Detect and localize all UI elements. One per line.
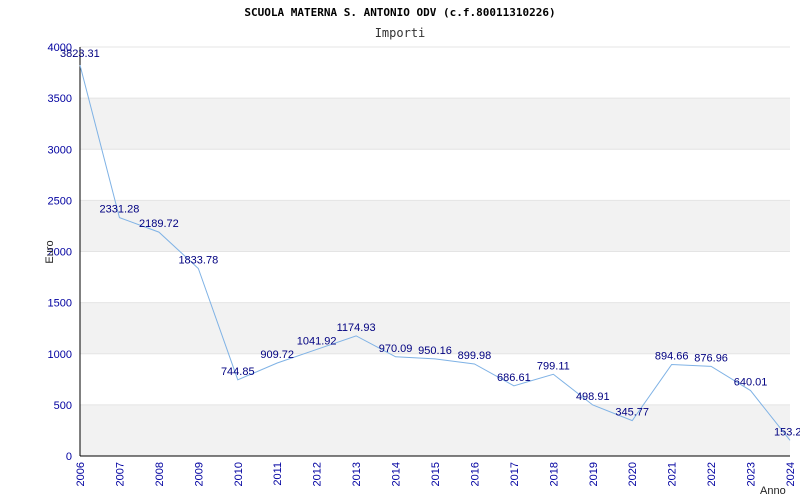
data-label: 1833.78 xyxy=(178,254,218,266)
y-tick-label: 0 xyxy=(66,451,72,463)
y-tick-label: 3500 xyxy=(48,93,72,105)
x-tick-label: 2017 xyxy=(509,462,521,486)
data-label: 153.27 xyxy=(774,426,800,438)
x-tick-label: 2022 xyxy=(706,462,718,486)
data-label: 799.11 xyxy=(537,360,570,372)
x-tick-label: 2007 xyxy=(114,462,126,486)
x-tick-label: 2012 xyxy=(312,462,324,486)
data-label: 894.66 xyxy=(655,351,689,363)
x-axis-label: Anno xyxy=(760,485,786,497)
x-tick-label: 2016 xyxy=(469,462,481,486)
x-tick-label: 2019 xyxy=(588,462,600,486)
series-line xyxy=(79,64,791,441)
data-label: 640.01 xyxy=(734,377,768,389)
data-label: 3823.31 xyxy=(60,48,100,60)
x-tick-label: 2021 xyxy=(667,462,679,486)
chart-title: SCUOLA MATERNA S. ANTONIO ODV (c.f.80011… xyxy=(244,6,555,19)
data-label: 2331.28 xyxy=(100,204,140,216)
x-tick-label: 2023 xyxy=(746,462,758,486)
x-tick-label: 2010 xyxy=(233,462,245,486)
chart-subtitle: Importi xyxy=(375,26,426,40)
grid-band xyxy=(80,98,790,150)
data-label: 950.16 xyxy=(418,345,452,357)
y-tick-label: 1500 xyxy=(48,298,72,310)
data-label: 498.91 xyxy=(576,391,610,403)
x-tick-label: 2006 xyxy=(75,462,87,486)
data-label: 876.96 xyxy=(694,352,728,364)
data-label: 2189.72 xyxy=(139,218,179,230)
data-label: 1174.93 xyxy=(337,322,376,334)
data-labels: 3823.31 2331.28 2189.72 1833.78 744.85 909.72… xyxy=(60,48,800,438)
y-tick-labels: 0 500 1000 1500 2000 2500 3000 3500 4000 xyxy=(48,42,72,463)
x-tick-label: 2024 xyxy=(785,462,797,486)
y-axis-label: Euro xyxy=(44,240,56,263)
x-tick-label: 2015 xyxy=(430,462,442,486)
background-bands xyxy=(80,98,790,456)
data-label: 686.61 xyxy=(497,372,531,384)
y-tick-label: 2000 xyxy=(48,247,72,259)
x-tick-label: 2008 xyxy=(154,462,166,486)
data-label: 1041.92 xyxy=(297,335,337,347)
data-label: 744.85 xyxy=(221,366,255,378)
y-tick-label: 1000 xyxy=(48,349,72,361)
y-tick-label: 2500 xyxy=(48,195,72,207)
x-tick-label: 2014 xyxy=(391,462,403,486)
y-tick-label: 4000 xyxy=(48,42,72,54)
x-tick-label: 2013 xyxy=(351,462,363,486)
data-label: 899.98 xyxy=(458,350,492,362)
grid-band xyxy=(80,302,790,354)
x-tick-label: 2018 xyxy=(548,462,560,486)
y-tick-label: 500 xyxy=(54,400,72,412)
x-tick-label: 2011 xyxy=(272,462,284,486)
data-label: 909.72 xyxy=(260,349,294,361)
x-tick-label: 2020 xyxy=(627,462,639,486)
y-tick-label: 3000 xyxy=(48,144,72,156)
grid-band xyxy=(80,200,790,252)
x-tick-labels: 2006 2007 2008 2009 2010 2011 2012 2013 2014 2015… xyxy=(75,462,797,486)
grid-band xyxy=(80,404,790,456)
data-label: 345.77 xyxy=(615,407,649,419)
data-label: 970.09 xyxy=(379,343,413,355)
x-tick-label: 2009 xyxy=(193,462,205,486)
